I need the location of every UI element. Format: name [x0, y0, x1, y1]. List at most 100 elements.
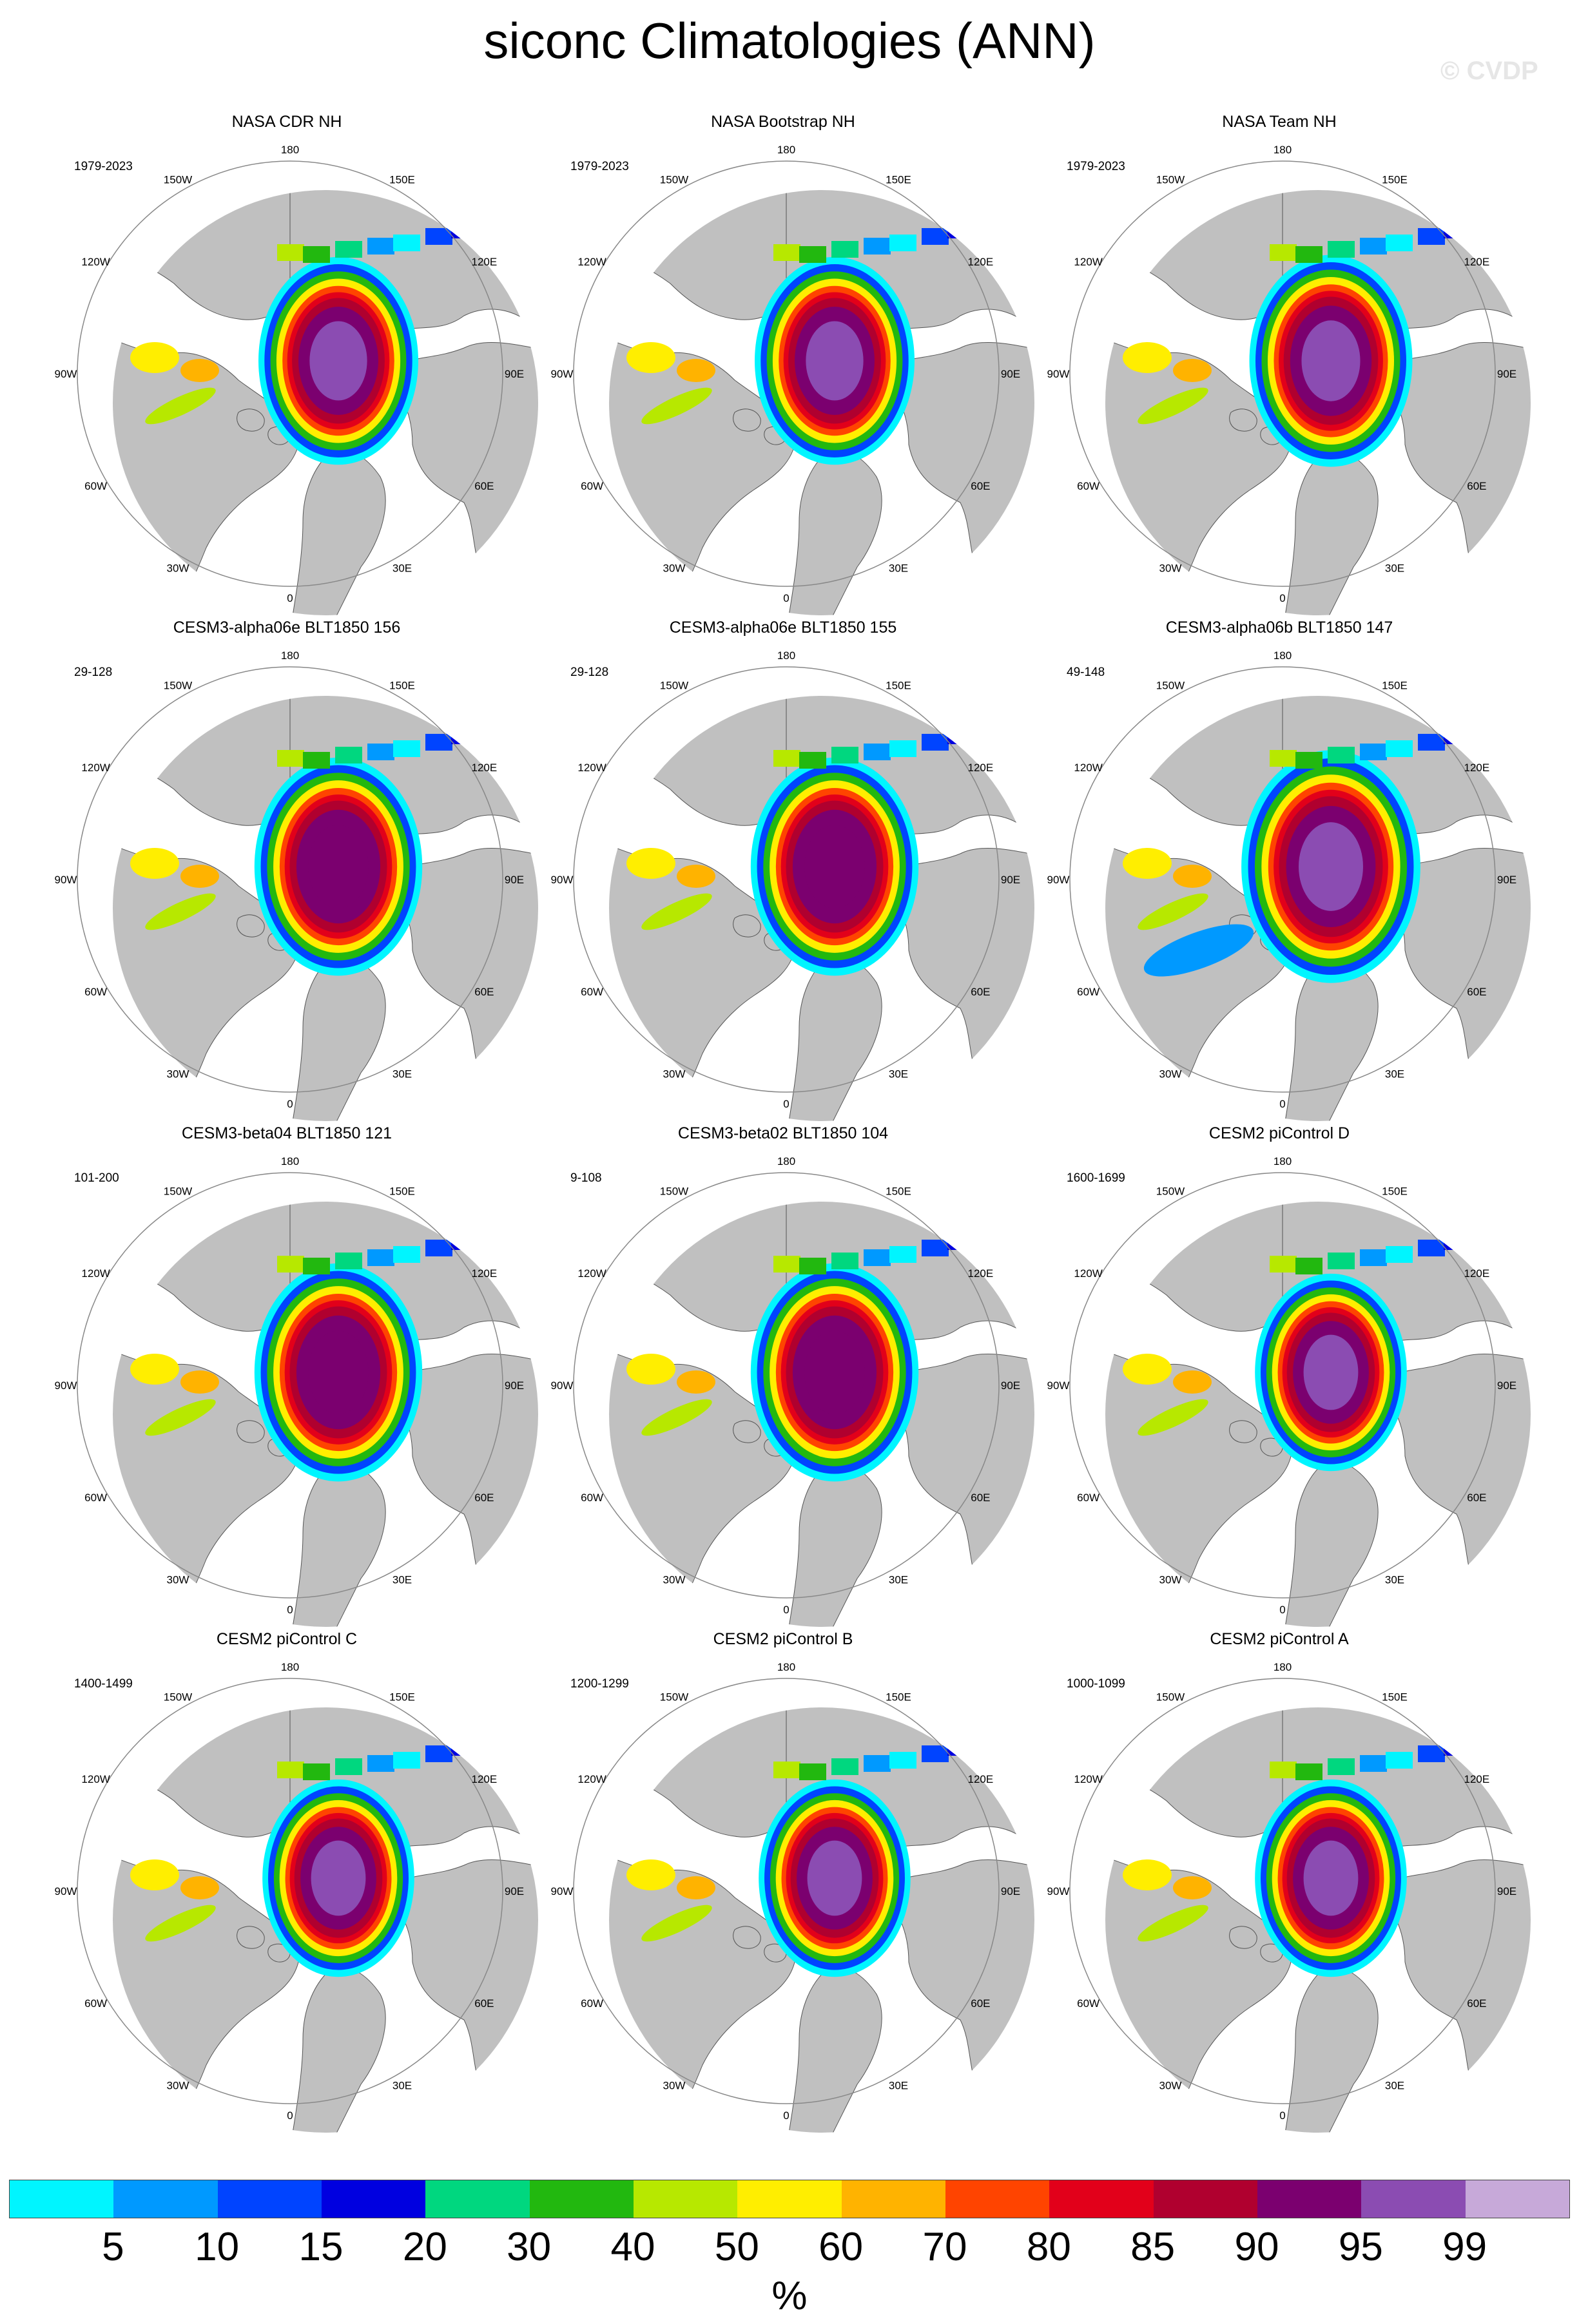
ice-concentration-band — [1303, 1840, 1359, 1916]
map-panel: CESM3-beta04 BLT1850 121 101-200 180 150E 12… — [42, 1124, 538, 1633]
colorbar-swatch — [737, 2180, 842, 2218]
longitude-label: 0 — [783, 1098, 789, 1110]
ice-fringe-cell — [1418, 1240, 1445, 1256]
panel-title: CESM2 piControl B — [713, 1630, 853, 1648]
longitude-label: 90W — [55, 1885, 77, 1897]
longitude-label: 60W — [84, 1492, 107, 1504]
ice-fringe-cell — [889, 1752, 916, 1769]
colorbar — [9, 2180, 1570, 2218]
ice-fringe-cell — [1270, 244, 1297, 261]
panel-period: 49-148 — [1067, 666, 1105, 679]
longitude-label: 90E — [1497, 368, 1516, 380]
ice-concentration-band — [308, 825, 369, 908]
longitude-label: 30E — [392, 1573, 412, 1586]
map-panel: CESM3-alpha06e BLT1850 155 29-128 180 150E 1… — [538, 619, 1034, 1128]
land-mass — [289, 1460, 386, 1627]
longitude-label: 0 — [287, 592, 293, 604]
labrador-ice-edge — [1138, 1905, 1208, 1942]
longitude-label: 150E — [886, 680, 911, 692]
map-boundary-circle — [573, 1172, 1000, 1599]
longitude-label: 60W — [581, 1492, 603, 1504]
map-boundary-circle — [77, 160, 503, 587]
ice-fringe-cell — [1328, 241, 1355, 258]
ice-fringe-cell — [1295, 246, 1322, 263]
ice-fringe-cell — [1360, 744, 1387, 760]
land-mass — [237, 1420, 265, 1443]
ice-fringe-cell — [1295, 1258, 1322, 1274]
longitude-label: 90E — [1001, 1379, 1020, 1392]
hudson-bay-ice — [1123, 342, 1172, 373]
longitude-label: 30E — [1385, 1573, 1404, 1586]
polar-map: 180 150E 120E 90E 60E 30E 0 30W 60W 90W 120W 150W — [551, 1155, 1034, 1627]
ice-fringe-cell — [277, 1762, 304, 1778]
ice-fringe-cell — [773, 750, 800, 767]
land-mass — [1282, 954, 1379, 1121]
panel-period: 1400-1499 — [74, 1677, 133, 1691]
longitude-label: 90E — [1001, 1885, 1020, 1897]
longitude-label: 120W — [577, 256, 606, 268]
polar-map: 180 150E 120E 90E 60E 30E 0 30W 60W 90W 120W 150W — [551, 1661, 1034, 2133]
panel-period: 1979-2023 — [570, 160, 629, 173]
ice-concentration-band — [804, 825, 865, 908]
longitude-label: 90W — [551, 1379, 574, 1392]
map-panel: CESM2 piControl A 1000-1099 180 150E 120E 90E… — [1034, 1630, 1531, 2139]
longitude-label: 30E — [392, 1068, 412, 1080]
land-mass — [289, 448, 386, 615]
longitude-label: 150E — [389, 174, 415, 186]
ice-fringe-cell — [1360, 1249, 1387, 1266]
longitude-label: 150W — [660, 1691, 688, 1704]
hudson-bay-ice — [130, 1859, 179, 1890]
ice-fringe-cell — [1328, 1253, 1355, 1269]
map-boundary-circle — [573, 160, 1000, 587]
ice-fringe-cell — [947, 727, 974, 744]
ice-fringe-cell — [799, 1763, 826, 1780]
longitude-label: 60W — [581, 986, 603, 998]
land-mass — [733, 1420, 761, 1443]
ice-fringe-cell — [864, 1249, 891, 1266]
ice-fringe-cell — [393, 1246, 420, 1263]
ice-fringe-cell — [922, 228, 949, 245]
ice-fringe-cell — [425, 1240, 452, 1256]
longitude-label: 90E — [1497, 874, 1516, 886]
map-panel: CESM2 piControl C 1400-1499 180 150E 120E 90E… — [42, 1630, 538, 2139]
longitude-label: 150W — [1156, 1186, 1185, 1198]
ice-fringe-cell — [451, 1739, 478, 1756]
ice-fringe-cell — [864, 1755, 891, 1772]
hudson-bay-ice — [626, 342, 675, 373]
longitude-label: 90W — [55, 1379, 77, 1392]
foxe-basin-ice — [180, 1876, 219, 1899]
longitude-label: 60E — [1467, 1997, 1486, 2010]
longitude-label: 90E — [1497, 1885, 1516, 1897]
longitude-label: 120W — [577, 762, 606, 774]
ice-fringe-cell — [831, 1253, 858, 1269]
longitude-label: 60W — [1077, 986, 1099, 998]
land-mass — [786, 1966, 882, 2133]
polar-map: 180 150E 120E 90E 60E 30E 0 30W 60W 90W 120W 150W — [55, 1661, 538, 2133]
colorbar-tick-label: 30 — [507, 2225, 552, 2269]
longitude-label: 120E — [1464, 1267, 1490, 1280]
ice-fringe-cell — [799, 246, 826, 263]
longitude-label: 90W — [551, 368, 574, 380]
longitude-label: 60W — [1077, 1492, 1099, 1504]
longitude-label: 60W — [1077, 480, 1099, 492]
panel-period: 1600-1699 — [1067, 1171, 1125, 1185]
longitude-label: 30E — [889, 1068, 908, 1080]
longitude-label: 180 — [777, 144, 795, 156]
map-boundary-circle — [573, 666, 1000, 1093]
sea-ice-field — [1123, 1233, 1471, 1472]
ice-fringe-cell — [922, 1745, 949, 1762]
ice-fringe-cell — [864, 238, 891, 254]
ice-fringe-cell — [1328, 747, 1355, 763]
colorbar-swatch — [633, 2180, 738, 2218]
sea-ice-field — [130, 1233, 478, 1482]
longitude-label: 150E — [886, 174, 911, 186]
panel-period: 9-108 — [570, 1171, 602, 1185]
longitude-label: 150W — [1156, 1691, 1185, 1704]
panel-period: 1979-2023 — [1067, 160, 1125, 173]
foxe-basin-ice — [677, 1876, 715, 1899]
longitude-label: 150E — [1382, 1186, 1408, 1198]
colorbar-tick-label: 70 — [922, 2225, 967, 2269]
longitude-label: 150E — [1382, 680, 1408, 692]
foxe-basin-ice — [1173, 1876, 1212, 1899]
panel-title: CESM3-alpha06e BLT1850 156 — [173, 619, 401, 637]
